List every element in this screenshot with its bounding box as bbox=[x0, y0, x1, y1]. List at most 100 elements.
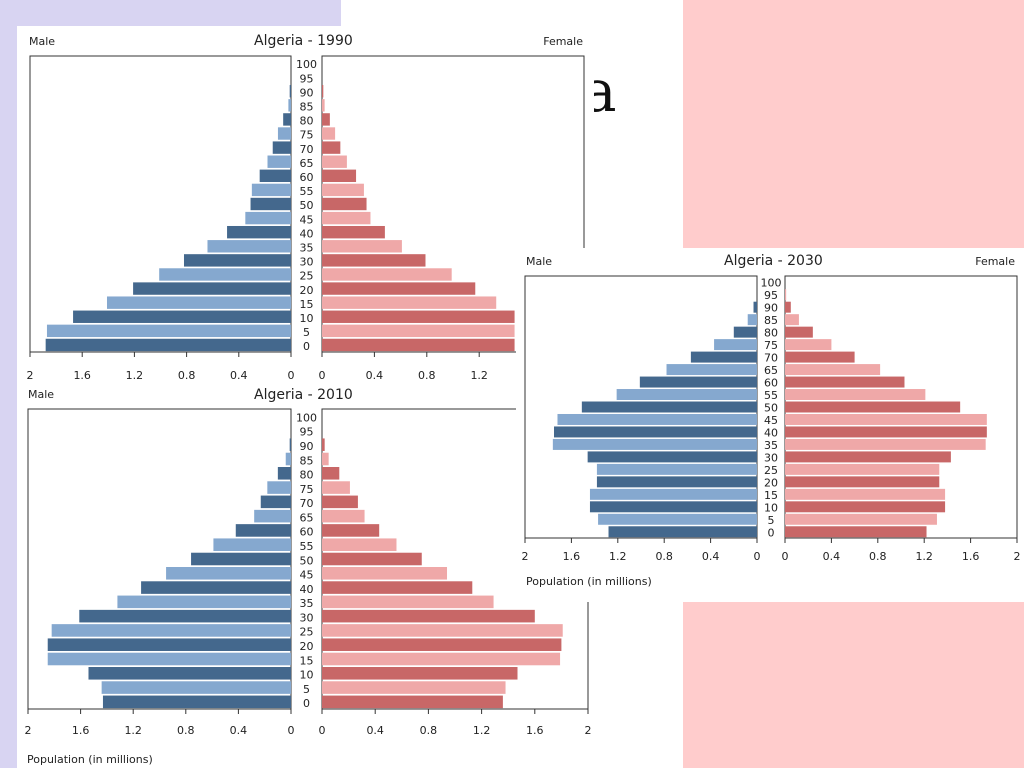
female-bar-age-95-2030 bbox=[785, 289, 787, 301]
x-axis-label-2010: Population (in millions) bbox=[27, 753, 153, 766]
population-pyramid-1990: Algeria - 1990 Male Female 0 5 10 15 20 25 30 35 40… bbox=[17, 26, 594, 386]
female-bar-age-25-2030 bbox=[785, 463, 940, 475]
male-bar-age-10-2030 bbox=[589, 501, 757, 513]
age-label-90-2010: 90 bbox=[300, 440, 314, 453]
male-bar-age-50-2030 bbox=[581, 401, 757, 413]
age-label-15-2010: 15 bbox=[300, 654, 314, 667]
male-bar-age-20-1990 bbox=[133, 282, 291, 295]
male-tick-label-4-2010: 0.4 bbox=[230, 724, 248, 737]
female-bar-age-65-2030 bbox=[785, 364, 881, 376]
female-bar-age-5-1990 bbox=[322, 324, 515, 338]
female-tick-label-2-2030: 0.8 bbox=[869, 550, 887, 563]
age-label-20-2010: 20 bbox=[300, 640, 314, 653]
age-label-40-1990: 40 bbox=[300, 227, 314, 240]
female-bar-age-15-2030 bbox=[785, 488, 946, 500]
female-label-1990: Female bbox=[543, 35, 583, 48]
age-label-25-1990: 25 bbox=[300, 270, 314, 283]
population-pyramid-2010: Algeria - 2010 Male 0 5 10 15 20 25 30 35 40 45 50 55… bbox=[17, 382, 594, 768]
age-label-85-2010: 85 bbox=[300, 454, 314, 467]
male-bar-age-90-2030 bbox=[753, 301, 757, 313]
female-bar-age-60-1990 bbox=[322, 169, 357, 183]
age-label-30-2010: 30 bbox=[300, 611, 314, 624]
male-tick-label-0-2030: 2 bbox=[522, 550, 529, 563]
female-label-2030: Female bbox=[975, 255, 1015, 268]
female-bar-age-10-2030 bbox=[785, 501, 946, 513]
age-label-50-2010: 50 bbox=[300, 554, 314, 567]
female-bar-age-65-1990 bbox=[322, 155, 347, 168]
male-bar-age-10-2010 bbox=[88, 667, 292, 680]
age-label-10-1990: 10 bbox=[300, 312, 314, 325]
male-bar-age-50-1990 bbox=[250, 197, 291, 211]
age-label-25-2030: 25 bbox=[764, 464, 778, 477]
female-bar-age-0-2030 bbox=[785, 526, 927, 538]
male-bar-age-10-1990 bbox=[73, 310, 291, 323]
male-bar-age-85-1990 bbox=[288, 99, 291, 112]
age-label-45-2030: 45 bbox=[764, 414, 778, 427]
male-tick-label-1-1990: 1.6 bbox=[73, 369, 91, 382]
male-bar-age-5-1990 bbox=[46, 324, 292, 338]
age-label-65-2010: 65 bbox=[300, 511, 314, 524]
female-bar-age-10-1990 bbox=[322, 310, 515, 323]
age-label-70-2030: 70 bbox=[764, 352, 778, 365]
male-bar-age-65-1990 bbox=[267, 155, 291, 168]
female-bar-age-5-2010 bbox=[322, 681, 506, 694]
male-bar-age-90-1990 bbox=[289, 85, 291, 98]
male-tick-label-3-2010: 0.8 bbox=[177, 724, 195, 737]
male-tick-label-0-1990: 2 bbox=[27, 369, 34, 382]
age-label-10-2010: 10 bbox=[300, 669, 314, 682]
age-label-60-2030: 60 bbox=[764, 377, 778, 390]
female-bar-age-80-1990 bbox=[322, 113, 330, 126]
female-tick-label-5-2010: 2 bbox=[585, 724, 592, 737]
male-bar-age-35-2010 bbox=[117, 595, 291, 609]
male-bar-age-75-2010 bbox=[267, 481, 291, 494]
female-tick-label-2-1990: 0.8 bbox=[418, 369, 436, 382]
female-bar-age-35-2030 bbox=[785, 438, 986, 450]
male-bar-age-70-2010 bbox=[260, 495, 291, 509]
male-tick-label-4-1990: 0.4 bbox=[230, 369, 248, 382]
slide-background-pink-top bbox=[683, 0, 1024, 250]
female-bar-age-70-2010 bbox=[322, 495, 358, 509]
male-bar-age-75-1990 bbox=[277, 127, 291, 140]
female-bar-age-10-2010 bbox=[322, 667, 518, 680]
male-bar-age-40-2010 bbox=[141, 581, 291, 594]
age-label-40-2030: 40 bbox=[764, 426, 778, 439]
age-label-20-2030: 20 bbox=[764, 476, 778, 489]
age-label-0-2010: 0 bbox=[303, 697, 310, 710]
female-bar-age-55-2010 bbox=[322, 538, 397, 551]
pyramid-title-1990: Algeria - 1990 bbox=[254, 33, 353, 49]
female-bar-age-0-1990 bbox=[322, 338, 515, 352]
age-label-0-2030: 0 bbox=[768, 526, 775, 539]
female-tick-label-4-2010: 1.6 bbox=[526, 724, 544, 737]
male-label-2030: Male bbox=[526, 255, 552, 268]
male-tick-label-1-2010: 1.6 bbox=[72, 724, 90, 737]
female-bar-age-90-2010 bbox=[322, 438, 325, 451]
age-label-35-2030: 35 bbox=[764, 439, 778, 452]
female-bar-age-35-2010 bbox=[322, 595, 494, 609]
age-label-5-2030: 5 bbox=[768, 514, 775, 527]
male-bar-age-70-1990 bbox=[272, 141, 291, 154]
age-label-90-2030: 90 bbox=[764, 302, 778, 315]
male-bar-age-25-2010 bbox=[51, 624, 291, 637]
age-label-30-1990: 30 bbox=[300, 256, 314, 269]
male-bar-age-15-1990 bbox=[106, 296, 292, 309]
female-bar-age-50-2010 bbox=[322, 552, 422, 566]
female-tick-label-2-2010: 0.8 bbox=[420, 724, 438, 737]
male-tick-label-2-2030: 1.2 bbox=[609, 550, 627, 563]
male-bar-age-80-2030 bbox=[733, 326, 757, 338]
male-bar-age-45-2010 bbox=[166, 567, 291, 580]
female-bar-age-30-2030 bbox=[785, 451, 951, 463]
male-tick-label-5-1990: 0 bbox=[288, 369, 295, 382]
age-label-95-2030: 95 bbox=[764, 289, 778, 302]
female-bar-age-50-1990 bbox=[322, 197, 367, 211]
male-bar-age-60-2030 bbox=[639, 376, 757, 388]
male-bar-age-20-2010 bbox=[47, 638, 291, 651]
age-label-80-2010: 80 bbox=[300, 469, 314, 482]
female-bar-age-40-1990 bbox=[322, 225, 385, 239]
male-tick-label-5-2030: 0 bbox=[754, 550, 761, 563]
female-tick-label-5-2030: 2 bbox=[1014, 550, 1021, 563]
female-bar-age-40-2030 bbox=[785, 426, 987, 438]
female-tick-label-1-1990: 0.4 bbox=[366, 369, 384, 382]
age-label-65-1990: 65 bbox=[300, 157, 314, 170]
female-bar-age-75-2010 bbox=[322, 481, 350, 494]
male-bar-age-20-2030 bbox=[596, 476, 757, 488]
